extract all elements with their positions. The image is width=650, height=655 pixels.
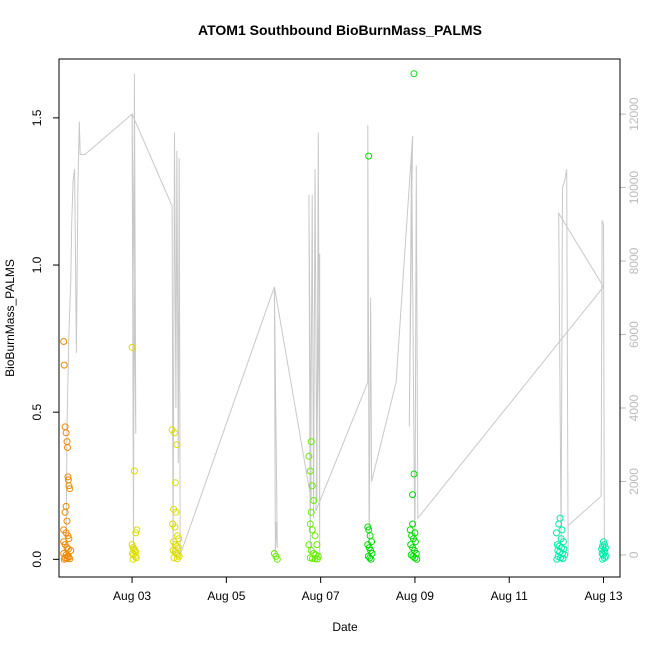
data-point-series-3 (313, 555, 321, 563)
chart-title: ATOM1 Southbound BioBurnMass_PALMS (198, 22, 482, 38)
data-point-series-5 (600, 554, 608, 562)
data-point-series-1 (61, 508, 69, 516)
y2-tick-label: 4000 (627, 394, 641, 421)
data-point-series-1 (64, 532, 72, 540)
y2-axis: 0 2000 4000 6000 8000 10000 12000 (620, 97, 641, 558)
data-point-series-3 (311, 532, 319, 540)
x-tick-label: Aug 09 (396, 589, 434, 603)
data-point-series-3 (313, 541, 321, 549)
data-point-series-1 (60, 338, 68, 345)
x-tick-label: Aug 13 (584, 589, 622, 603)
data-point-series-3 (307, 508, 315, 516)
data-point-series-2 (171, 429, 178, 437)
data-point-series-5 (552, 529, 560, 537)
data-point-series-2 (128, 541, 136, 549)
x-tick-label: Aug 07 (302, 589, 340, 603)
y-tick-label: 1.0 (30, 256, 44, 273)
data-point-series-1 (63, 555, 71, 562)
y2-tick-label: 12000 (627, 97, 641, 131)
y2-tick-label: 2000 (627, 468, 641, 495)
data-point-series-3 (307, 438, 315, 446)
data-point-series-3 (306, 467, 314, 475)
data-point-series-2 (128, 343, 136, 351)
data-point-series-4 (413, 555, 421, 563)
data-point-series-2 (170, 554, 178, 562)
y2-tick-label: 10000 (627, 171, 641, 205)
data-point-series-4 (367, 555, 375, 563)
data-point-series-4 (409, 491, 417, 499)
data-point-series-3 (273, 555, 281, 563)
data-point-series-3 (311, 555, 319, 563)
data-point-series-2 (172, 508, 180, 516)
x-tick-label: Aug 03 (113, 589, 151, 603)
data-point-series-4 (410, 470, 418, 478)
data-point-series-4 (411, 554, 419, 562)
plot-frame (58, 58, 621, 578)
y2-tick-label: 8000 (627, 247, 641, 274)
x-axis: Aug 03 Aug 05 Aug 07 Aug 09 Aug 11 Aug 13 (113, 577, 623, 603)
data-point-series-2 (132, 529, 140, 537)
data-point-series-3 (305, 541, 313, 549)
data-point-series-2 (175, 535, 183, 543)
y-tick-label: 1.5 (30, 109, 44, 126)
y2-tick-label: 0 (627, 551, 641, 558)
data-point-series-4 (364, 523, 372, 531)
data-point-series-2 (173, 555, 181, 563)
data-point-series-3 (305, 452, 313, 460)
data-point-series-4 (365, 152, 373, 160)
data-point-series-3 (309, 555, 317, 562)
data-point-series-2 (171, 479, 179, 487)
data-point-series-1 (60, 555, 68, 563)
data-point-series-3 (310, 497, 318, 504)
y-tick-label: 0.0 (30, 551, 44, 568)
data-point-series-2 (129, 555, 137, 563)
data-point-series-4 (366, 554, 374, 562)
data-point-series-1 (63, 517, 71, 525)
data-point-series-5 (599, 555, 607, 563)
y-axis: 0.0 0.5 1.0 1.5 (30, 109, 59, 568)
data-point-series-2 (130, 467, 138, 475)
x-tick-label: Aug 05 (207, 589, 245, 603)
data-point-series-1 (64, 473, 72, 481)
data-point-series-2 (171, 523, 179, 531)
y-tick-label: 0.5 (30, 404, 44, 421)
data-point-series-5 (553, 555, 561, 563)
data-point-series-3 (308, 526, 316, 534)
scatter-points-layer (60, 70, 610, 563)
data-point-series-4 (410, 70, 418, 78)
axes-layer: Aug 03 Aug 05 Aug 07 Aug 09 Aug 11 Aug 130.00… (30, 97, 641, 603)
x-tick-label: Aug 11 (491, 589, 528, 603)
data-point-series-5 (555, 520, 563, 528)
data-point-series-2 (133, 526, 141, 534)
data-point-series-2 (132, 554, 140, 562)
x-axis-label: Date (332, 620, 358, 634)
data-point-series-1 (65, 482, 73, 490)
data-point-series-5 (558, 526, 566, 534)
data-point-series-1 (60, 361, 68, 369)
data-point-series-1 (66, 485, 74, 493)
data-point-series-4 (409, 520, 417, 528)
data-point-series-1 (67, 547, 75, 554)
y-axis-label: BioBurnMass_PALMS (3, 259, 17, 377)
data-point-series-1 (64, 444, 71, 451)
data-point-series-2 (173, 441, 181, 449)
data-point-series-1 (62, 429, 70, 437)
data-point-series-1 (65, 535, 73, 543)
data-point-series-3 (308, 482, 316, 490)
y2-tick-label: 6000 (627, 321, 641, 348)
